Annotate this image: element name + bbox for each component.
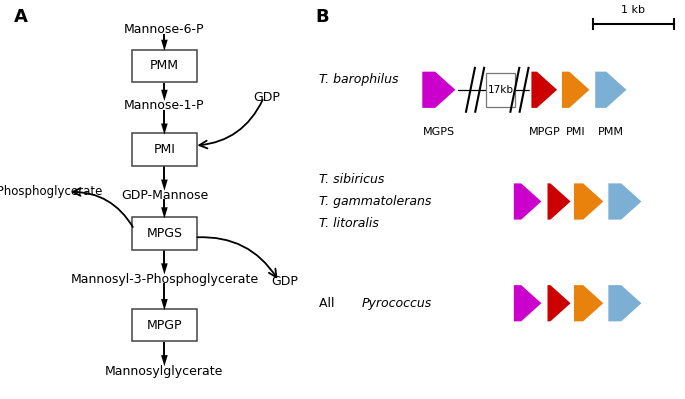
Polygon shape	[608, 284, 643, 322]
FancyBboxPatch shape	[132, 309, 197, 342]
Text: Pyrococcus: Pyrococcus	[362, 297, 432, 310]
Text: B: B	[315, 8, 329, 26]
FancyBboxPatch shape	[132, 217, 197, 250]
Polygon shape	[161, 207, 168, 219]
Polygon shape	[513, 284, 543, 322]
Polygon shape	[547, 284, 572, 322]
Text: 17kb: 17kb	[488, 85, 514, 95]
Text: 1 kb: 1 kb	[621, 5, 645, 15]
FancyBboxPatch shape	[132, 50, 197, 82]
Text: T. litoralis: T. litoralis	[319, 217, 379, 230]
FancyBboxPatch shape	[132, 134, 197, 166]
Polygon shape	[513, 183, 543, 220]
Polygon shape	[161, 40, 168, 51]
Polygon shape	[421, 71, 457, 109]
Polygon shape	[531, 71, 558, 109]
Text: Mannosylglycerate: Mannosylglycerate	[105, 365, 223, 377]
Text: MPGS: MPGS	[147, 227, 182, 240]
Polygon shape	[573, 183, 605, 220]
Polygon shape	[561, 71, 590, 109]
Polygon shape	[161, 263, 168, 275]
Polygon shape	[161, 124, 168, 135]
Text: GDP: GDP	[253, 91, 280, 104]
Polygon shape	[595, 71, 627, 109]
Text: T. barophilus: T. barophilus	[319, 73, 398, 86]
Text: Mannose-6-P: Mannose-6-P	[124, 24, 205, 36]
Polygon shape	[161, 299, 168, 310]
Polygon shape	[161, 180, 168, 191]
Polygon shape	[161, 355, 168, 366]
Text: GDP-Mannose: GDP-Mannose	[121, 189, 208, 202]
Text: 3-Phosphoglycerate: 3-Phosphoglycerate	[0, 185, 103, 198]
Text: GDP: GDP	[271, 275, 299, 288]
Text: MPGP: MPGP	[147, 319, 182, 332]
Text: PMI: PMI	[153, 143, 175, 156]
Text: A: A	[14, 8, 27, 26]
Text: All: All	[319, 297, 338, 310]
Polygon shape	[608, 183, 643, 220]
Text: PMI: PMI	[566, 127, 586, 137]
Text: PMM: PMM	[150, 59, 179, 72]
Text: Mannosyl-3-Phosphoglycerate: Mannosyl-3-Phosphoglycerate	[71, 273, 258, 286]
Text: T. gammatolerans: T. gammatolerans	[319, 195, 431, 208]
Text: T. sibiricus: T. sibiricus	[319, 173, 384, 186]
Text: MGPS: MGPS	[423, 127, 455, 137]
Text: PMM: PMM	[598, 127, 624, 137]
Polygon shape	[573, 284, 605, 322]
Polygon shape	[547, 183, 572, 220]
Text: MPGP: MPGP	[529, 127, 560, 137]
Polygon shape	[161, 90, 168, 101]
FancyBboxPatch shape	[486, 73, 515, 107]
Text: Mannose-1-P: Mannose-1-P	[124, 99, 205, 112]
